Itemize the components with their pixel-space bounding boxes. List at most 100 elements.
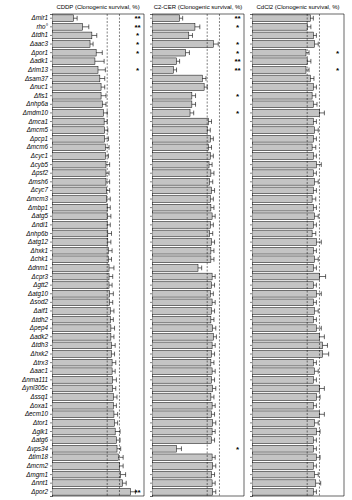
error-bar-stem: [211, 250, 214, 251]
tick-label: Δsam37: [24, 75, 49, 82]
tick-mark: [150, 379, 152, 380]
tick-mark: [50, 319, 52, 320]
error-bar-cap: [113, 317, 114, 322]
error-bar-cap: [112, 274, 113, 279]
bar: [152, 170, 211, 177]
error-bar-stem: [316, 328, 321, 329]
error-bar-stem: [192, 104, 196, 105]
error-bar-stem: [210, 233, 213, 234]
error-bar-stem: [104, 121, 107, 122]
bar: [252, 170, 313, 177]
tick: [250, 285, 252, 286]
bar: [252, 394, 316, 401]
error-bar-stem: [312, 199, 316, 200]
error-bar-cap: [321, 326, 322, 331]
error-bar-cap: [318, 472, 319, 477]
error-bar: [208, 145, 211, 150]
error-bar-cap: [320, 481, 321, 486]
tick-mark: [50, 414, 52, 415]
error-bar: [313, 360, 316, 365]
error-bar-stem: [319, 388, 324, 389]
bar: [152, 445, 177, 452]
tick: [250, 61, 252, 62]
tick-label: Δgtt2: [32, 281, 48, 289]
tick-label: Δnhp6a: [25, 100, 48, 108]
tick-mark: [250, 78, 252, 79]
tick-mark: [50, 354, 52, 355]
tick: Δnnt1: [31, 479, 52, 486]
error-bar: [313, 283, 316, 288]
bar: [52, 135, 105, 142]
error-bar-stem: [212, 371, 215, 372]
error-bar: [190, 111, 194, 116]
tick: Δmsh6: [27, 178, 52, 185]
error-bar-stem: [313, 379, 316, 380]
tick-mark: [150, 61, 152, 62]
tick-mark: [150, 250, 152, 251]
error-bar: [211, 188, 214, 193]
tick-label: Δpor1: [30, 49, 48, 57]
error-bar-cap: [195, 102, 196, 107]
error-bar: [211, 257, 214, 262]
error-bar: [315, 472, 319, 477]
error-bar-stem: [313, 405, 316, 406]
bar: [52, 178, 106, 185]
figure: CDDP (Clonogenic survival, %)Δmir1rho°Δt…: [0, 0, 352, 500]
error-bar-stem: [319, 414, 324, 415]
tick: Δvps34: [26, 445, 52, 453]
error-bar-stem: [213, 465, 216, 466]
tick: [250, 362, 252, 363]
error-bar-stem: [211, 362, 214, 363]
error-bar-stem: [108, 250, 112, 251]
significance: *: [236, 109, 240, 118]
tick-mark: [50, 181, 52, 182]
error-bar-stem: [313, 362, 316, 363]
tick-mark: [150, 138, 152, 139]
error-bar-stem: [315, 130, 319, 131]
error-bar-stem: [202, 78, 206, 79]
error-bar: [213, 334, 216, 339]
tick-mark: [50, 397, 52, 398]
error-bar: [313, 438, 316, 443]
tick: [150, 26, 152, 27]
error-bar-stem: [211, 207, 214, 208]
bar: [152, 230, 210, 237]
error-bar-cap: [321, 240, 322, 245]
error-bar: [319, 334, 324, 339]
tick-label: Δtdh1: [31, 31, 48, 38]
error-bar-stem: [313, 35, 316, 36]
error-bar-stem: [323, 345, 328, 346]
tick-label: Δsod2: [29, 298, 48, 305]
bar: [252, 428, 316, 435]
tick: [250, 276, 252, 277]
tick-label: rho°: [36, 23, 48, 30]
bar: [152, 333, 213, 340]
tick-label: Δpsf2: [31, 169, 49, 177]
error-bar-stem: [113, 405, 116, 406]
error-bar-cap: [126, 481, 127, 486]
error-bar-stem: [211, 440, 214, 441]
error-bar: [211, 412, 214, 417]
error-bar: [211, 309, 214, 314]
error-bar-cap: [214, 438, 215, 443]
tick-mark: [50, 216, 52, 217]
bar: [152, 299, 212, 306]
error-bar-stem: [306, 69, 309, 70]
tick-mark: [250, 44, 252, 45]
bar: [52, 127, 105, 134]
tick: Δhxk2: [29, 350, 52, 357]
tick-mark: [50, 35, 52, 36]
error-bar-stem: [315, 259, 319, 260]
error-bar-stem: [111, 336, 114, 337]
error-bar-cap: [105, 93, 106, 98]
error-bar-stem: [109, 267, 114, 268]
error-bar-stem: [106, 181, 110, 182]
error-bar-cap: [316, 188, 317, 193]
error-bar-stem: [116, 440, 120, 441]
tick: [250, 78, 252, 79]
error-bar-cap: [115, 369, 116, 374]
error-bar: [313, 119, 316, 124]
tick: Δmdm10: [22, 109, 52, 116]
tick: Δcyc7: [30, 186, 52, 194]
tick-label: Δmcm6: [26, 143, 49, 150]
